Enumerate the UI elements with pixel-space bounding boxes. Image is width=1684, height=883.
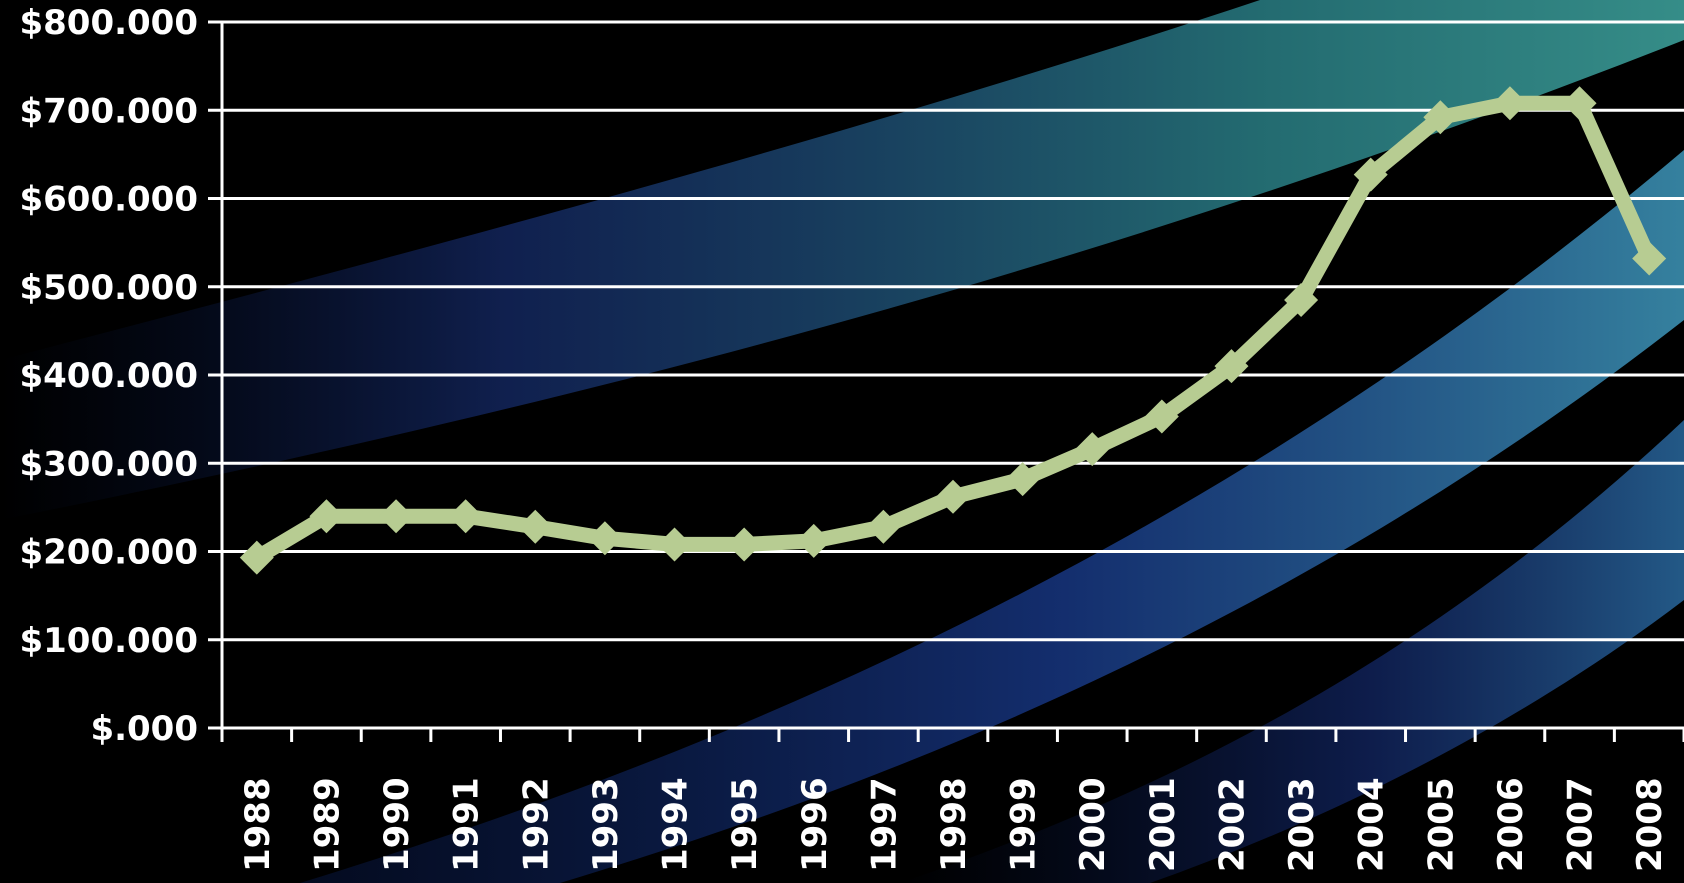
x-tick-label: 1998 bbox=[934, 777, 974, 872]
x-tick-label: 1991 bbox=[447, 777, 487, 872]
x-tick-label: 1992 bbox=[516, 777, 556, 872]
data-point bbox=[448, 499, 483, 534]
y-tick-label: $700.000 bbox=[19, 91, 198, 131]
y-tick-label: $100.000 bbox=[19, 621, 198, 661]
x-tick-label: 1996 bbox=[795, 777, 835, 872]
x-tick-label: 1994 bbox=[656, 777, 696, 872]
data-point bbox=[866, 509, 901, 544]
axes bbox=[220, 22, 1684, 742]
x-tick-label: 2000 bbox=[1073, 777, 1113, 872]
series-revenue bbox=[239, 86, 1667, 575]
y-tick-label: $.000 bbox=[90, 709, 198, 749]
x-axis-ticks bbox=[290, 728, 1684, 742]
data-point bbox=[239, 540, 274, 575]
data-point bbox=[379, 499, 414, 534]
data-point bbox=[587, 521, 622, 556]
data-point bbox=[1005, 462, 1040, 497]
x-tick-label: 1988 bbox=[238, 777, 278, 872]
y-tick-label: $500.000 bbox=[19, 268, 198, 308]
x-tick-label: 2008 bbox=[1630, 777, 1670, 872]
data-point bbox=[1144, 399, 1179, 434]
data-point bbox=[657, 527, 692, 562]
y-tick-label: $400.000 bbox=[19, 356, 198, 396]
data-point bbox=[796, 523, 831, 558]
x-tick-label: 1995 bbox=[725, 777, 765, 872]
background-band-upper bbox=[0, 0, 1684, 520]
x-tick-label: 2001 bbox=[1143, 777, 1183, 872]
data-point bbox=[1214, 349, 1249, 384]
x-tick-label: 2002 bbox=[1212, 777, 1252, 872]
x-tick-label: 1989 bbox=[307, 777, 347, 872]
x-tick-label: 2005 bbox=[1421, 777, 1461, 872]
x-tick-label: 2006 bbox=[1491, 777, 1531, 872]
data-point bbox=[1353, 157, 1388, 192]
data-point bbox=[1632, 241, 1667, 276]
data-point bbox=[309, 499, 344, 534]
x-tick-label: 1990 bbox=[377, 777, 417, 872]
x-tick-label: 1993 bbox=[586, 777, 626, 872]
y-axis-tick-labels: $.000 $100.000 $200.000 $300.000 $400.000 $50… bbox=[19, 3, 198, 749]
background-band-lower bbox=[900, 420, 1684, 883]
data-point bbox=[518, 509, 553, 544]
data-point bbox=[936, 479, 970, 514]
y-tick-label: $800.000 bbox=[19, 3, 198, 43]
x-tick-label: 2004 bbox=[1352, 777, 1392, 872]
y-tick-label: $200.000 bbox=[19, 533, 198, 573]
data-point bbox=[1492, 86, 1527, 121]
x-tick-label: 2007 bbox=[1561, 777, 1601, 872]
data-point bbox=[1284, 282, 1319, 317]
data-point bbox=[1562, 86, 1597, 121]
gridlines bbox=[208, 20, 1684, 730]
x-tick-label: 1999 bbox=[1004, 777, 1044, 872]
x-axis-tick-labels: 1988 1989 1990 1991 1992 1993 1994 1995 1996 1997… bbox=[238, 777, 1670, 872]
x-tick-label: 2003 bbox=[1282, 777, 1322, 872]
y-tick-label: $600.000 bbox=[19, 180, 198, 220]
x-tick-label: 1997 bbox=[864, 777, 904, 872]
data-point bbox=[1075, 432, 1110, 467]
data-point bbox=[1423, 100, 1458, 135]
y-tick-label: $300.000 bbox=[19, 444, 198, 484]
data-point bbox=[727, 527, 762, 562]
